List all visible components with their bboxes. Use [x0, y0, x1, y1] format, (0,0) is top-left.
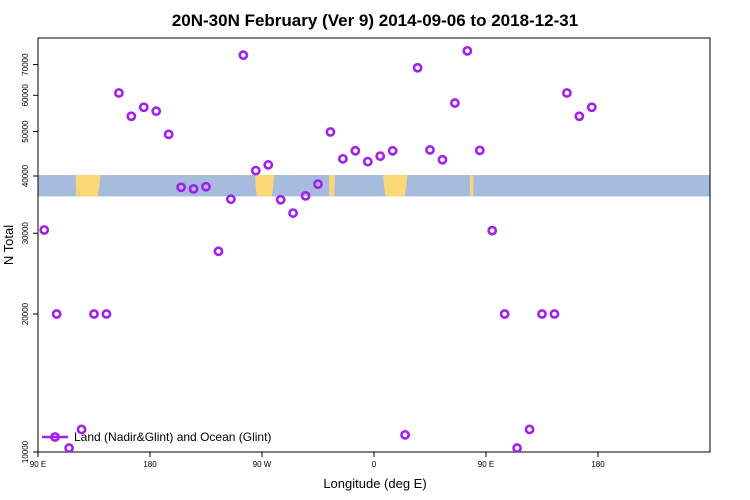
- y-tick-label: 20000: [21, 302, 30, 325]
- data-point: [51, 309, 62, 319]
- data-point: [113, 88, 124, 98]
- data-point: [524, 424, 535, 435]
- legend[interactable]: Land (Nadir&Glint) and Ocean (Glint): [42, 430, 271, 444]
- data-point: [250, 165, 261, 176]
- data-point: [213, 246, 224, 257]
- data-point: [225, 194, 236, 205]
- data-point: [238, 50, 249, 61]
- data-point: [300, 190, 311, 201]
- chart-title: 20N-30N February (Ver 9) 2014-09-06 to 2…: [172, 11, 578, 30]
- data-points: [39, 45, 597, 452]
- data-point: [437, 154, 448, 165]
- x-tick-label: 90 E: [30, 460, 46, 469]
- x-tick-label: 180: [143, 460, 157, 469]
- data-point: [449, 98, 460, 108]
- data-point: [487, 225, 498, 236]
- y-axis: 10000 20000 30000 40000 50000 60000 70000: [21, 53, 38, 463]
- data-point: [375, 151, 386, 162]
- y-axis-label: N Total: [1, 225, 16, 265]
- plot-frame: [37, 37, 711, 453]
- data-point: [561, 88, 572, 98]
- map-ocean: [38, 175, 710, 197]
- map-land: [469, 175, 474, 197]
- data-point: [325, 127, 336, 137]
- y-tick-label: 30000: [21, 222, 30, 245]
- data-point: [462, 45, 473, 56]
- map-land: [328, 175, 335, 197]
- data-point: [275, 194, 286, 205]
- map-land: [383, 175, 408, 197]
- data-point: [549, 309, 560, 319]
- x-axis-label: Longitude (deg E): [323, 476, 426, 491]
- data-point: [337, 153, 348, 164]
- data-point: [313, 179, 323, 190]
- data-point: [138, 102, 149, 113]
- x-axis: 90 E 180 90 W 0 90 E 180: [30, 452, 605, 469]
- data-point: [362, 156, 373, 167]
- data-point: [101, 309, 112, 319]
- x-tick-label: 0: [372, 460, 377, 469]
- data-point: [201, 181, 211, 192]
- legend-marker: [50, 432, 60, 442]
- y-tick-label: 10000: [21, 440, 30, 463]
- data-point: [163, 129, 174, 140]
- x-tick-label: 90 E: [478, 460, 494, 469]
- data-point: [126, 111, 137, 122]
- y-tick-label: 70000: [21, 53, 30, 76]
- map-land: [77, 175, 101, 197]
- x-tick-label: 180: [591, 460, 605, 469]
- data-point: [387, 145, 398, 156]
- data-point: [263, 159, 274, 170]
- data-point: [574, 111, 585, 122]
- data-point: [586, 102, 597, 113]
- x-tick-label: 90 W: [253, 460, 272, 469]
- data-point: [350, 145, 361, 156]
- y-tick-label: 50000: [21, 120, 30, 143]
- world-map-strip: [38, 175, 710, 197]
- data-point: [64, 443, 75, 452]
- y-tick-label: 40000: [21, 164, 30, 187]
- y-tick-label: 60000: [21, 84, 30, 107]
- legend-label: Land (Nadir&Glint) and Ocean (Glint): [74, 430, 271, 444]
- data-point: [188, 183, 199, 194]
- data-point: [76, 424, 87, 435]
- data-point: [39, 225, 50, 235]
- data-point: [176, 182, 187, 193]
- data-point: [412, 62, 423, 73]
- data-point: [151, 106, 162, 117]
- data-point: [89, 309, 99, 319]
- data-point: [425, 145, 435, 155]
- data-point: [499, 309, 510, 319]
- map-land: [255, 175, 275, 197]
- data-point: [512, 443, 523, 452]
- data-point: [537, 309, 547, 319]
- data-point: [288, 208, 299, 218]
- data-point: [474, 145, 485, 156]
- data-point: [400, 429, 411, 440]
